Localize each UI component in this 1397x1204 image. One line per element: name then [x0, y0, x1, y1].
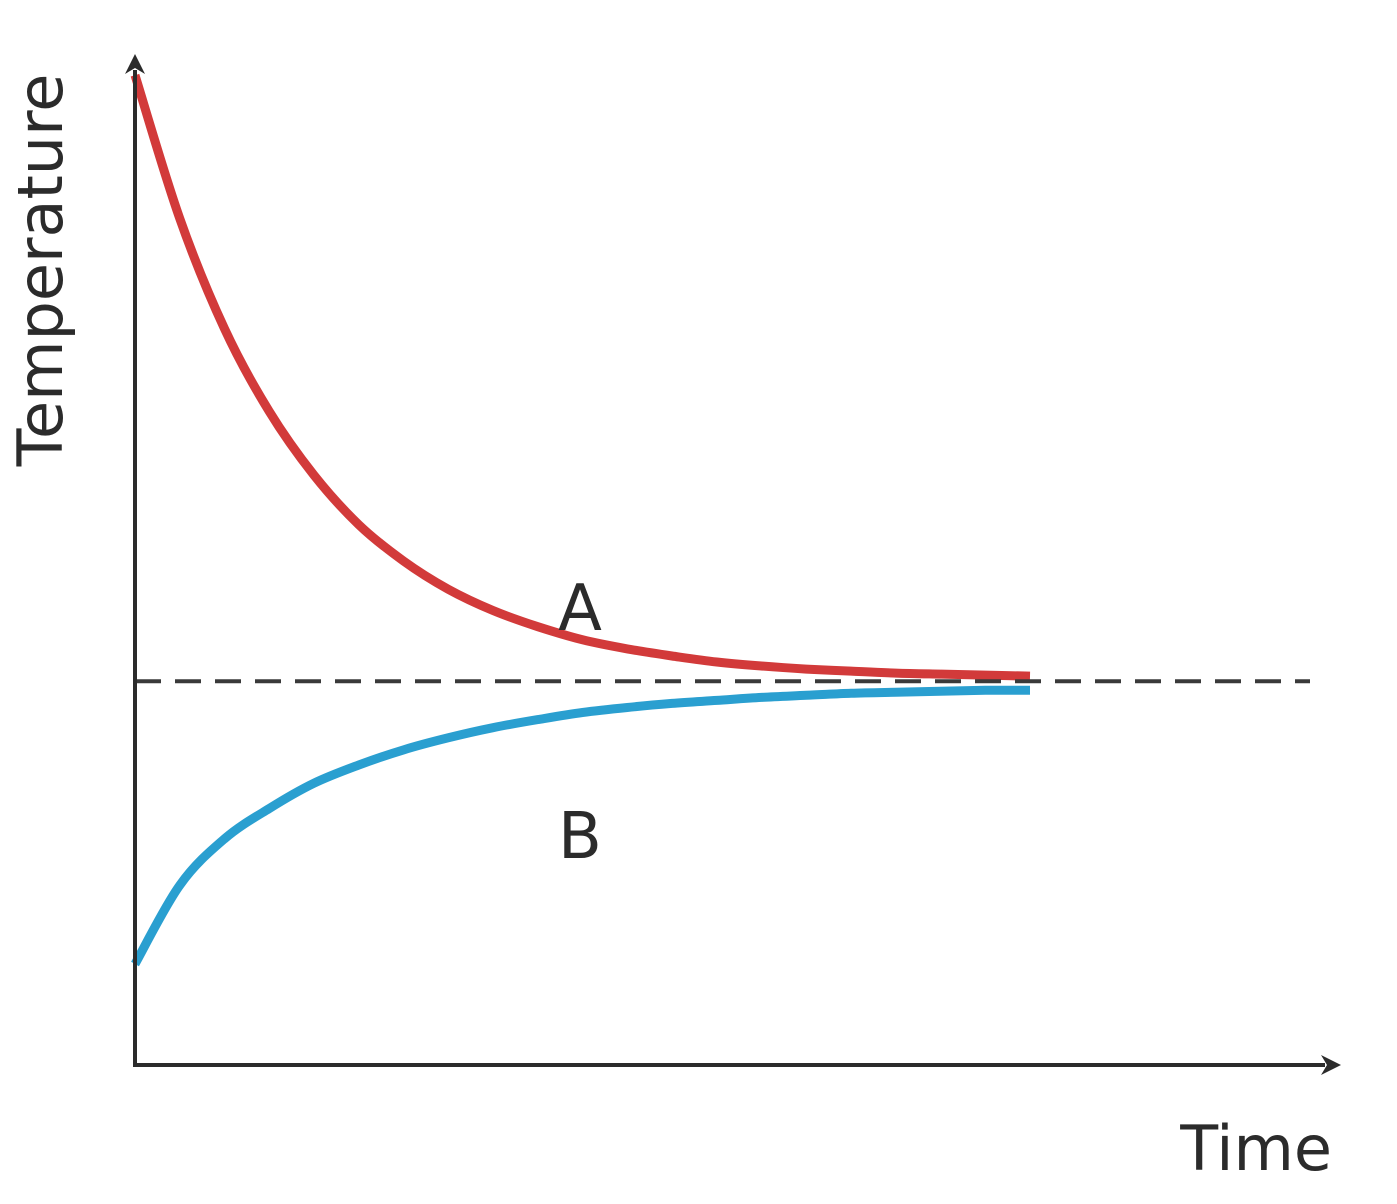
x-axis-title: Time: [1179, 1112, 1332, 1185]
series-line-a: [130, 73, 1031, 681]
series-label-b: B: [558, 800, 602, 874]
series-layer: [130, 73, 1031, 967]
series-line-b: [131, 685, 1031, 967]
series-label-a: A: [558, 572, 602, 646]
y-axis-title: Temperature: [4, 74, 77, 468]
